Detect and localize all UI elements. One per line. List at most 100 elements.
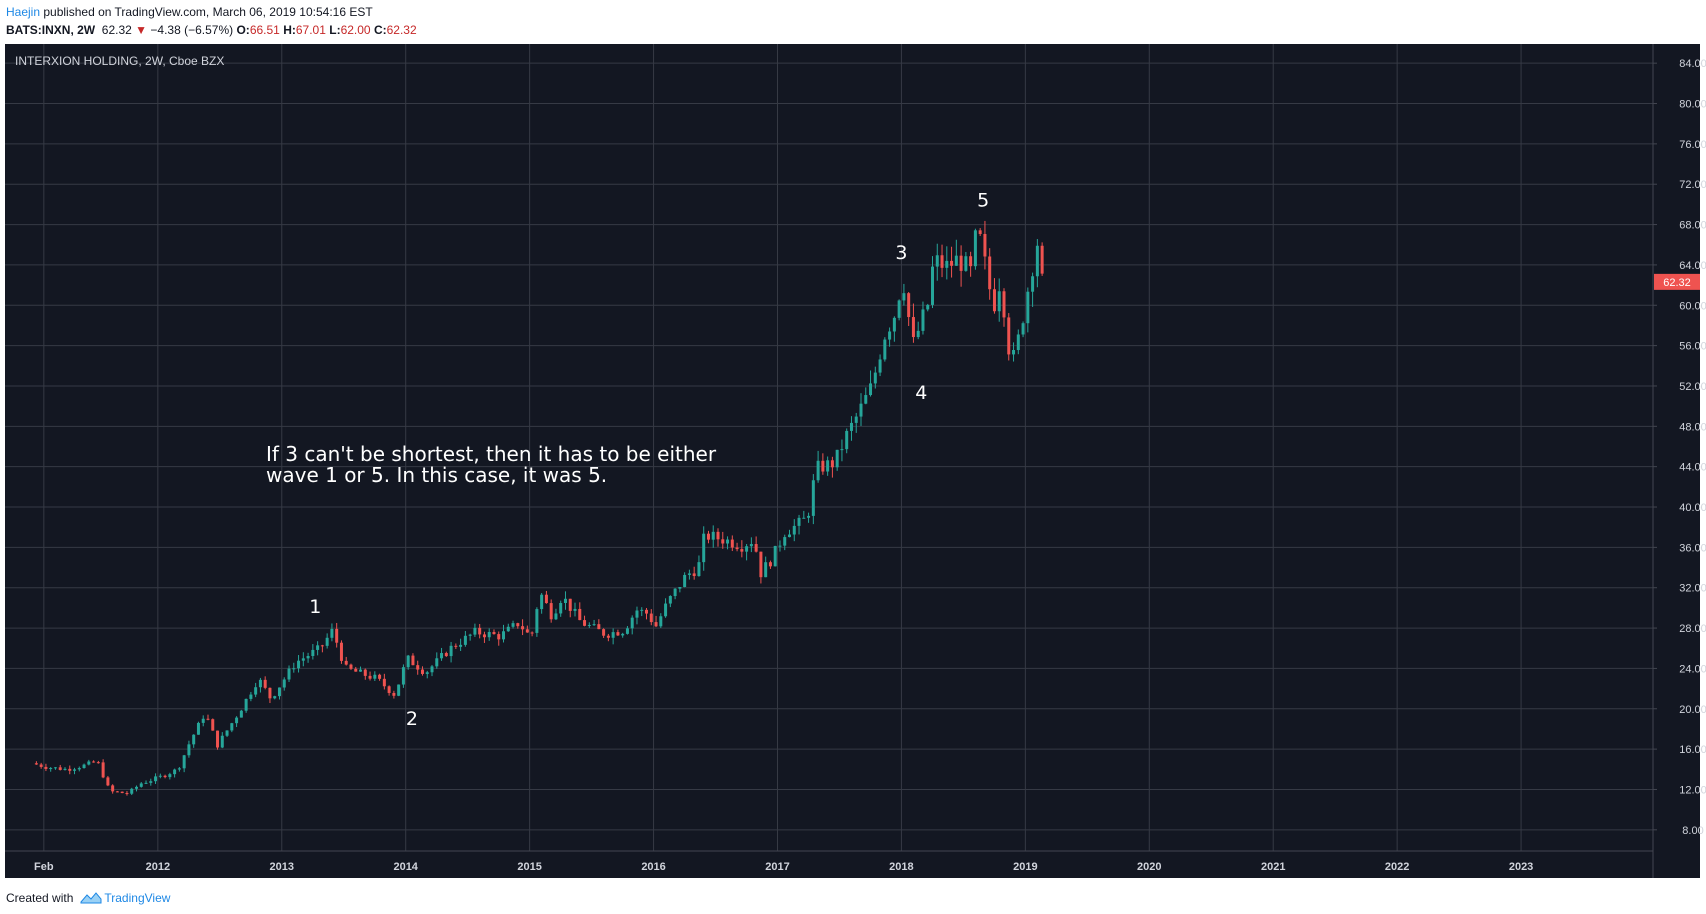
candle-body	[1021, 323, 1025, 335]
candle-body	[711, 531, 715, 540]
author-link[interactable]: Haejin	[6, 5, 41, 19]
candle-body	[830, 460, 834, 468]
candle-body	[273, 696, 277, 699]
candle-body	[907, 293, 911, 318]
wave-label[interactable]: 3	[895, 242, 907, 264]
candle-body	[163, 775, 167, 778]
candle-body	[649, 613, 653, 623]
candle-body	[573, 608, 577, 611]
wave-label[interactable]: 4	[915, 382, 927, 404]
time-axis[interactable]: Feb 2012 2013 2014 2015 2016 2017 2018 2019 2020 2…	[34, 861, 1533, 873]
wave-label[interactable]: 5	[977, 189, 989, 211]
annotation-line-1[interactable]: If 3 can't be shortest, then it has to b…	[266, 442, 717, 466]
candle-body	[602, 629, 606, 636]
candle-body	[687, 573, 691, 575]
candle-body	[473, 627, 477, 635]
candle-body	[349, 664, 353, 669]
candle-body	[115, 791, 119, 793]
candle-body	[954, 255, 958, 266]
candle-body	[201, 718, 205, 723]
candle-body	[821, 460, 825, 472]
price-tick-label: 16.00	[1679, 744, 1706, 756]
candle-body	[420, 669, 424, 674]
candle-body	[702, 533, 706, 563]
candle-body	[382, 678, 386, 687]
candle-body	[463, 635, 467, 645]
candle-body	[230, 723, 234, 731]
candle-body	[249, 694, 253, 699]
candle-body	[645, 609, 649, 614]
price-axis[interactable]: 84.00 80.00 76.00 72.00 68.00 64.00 60.00 56.00…	[1653, 58, 1706, 837]
candle-body	[902, 293, 906, 301]
candle-body	[597, 624, 601, 630]
candle-body	[911, 317, 915, 338]
candle-body	[935, 255, 939, 267]
chart-background	[5, 44, 1700, 878]
price-tag-label: 62.32	[1663, 277, 1691, 289]
candle-body	[316, 645, 320, 650]
candle-body	[359, 669, 363, 672]
tradingview-link[interactable]: TradingView	[76, 891, 170, 905]
candle-body	[721, 539, 725, 544]
candle-body	[945, 260, 949, 268]
candle-body	[187, 744, 191, 756]
chart-header: Haejin published on TradingView.com, Mar…	[6, 4, 1696, 40]
candle-body	[745, 546, 749, 552]
candle-body	[235, 717, 239, 724]
close-label: C:	[373, 23, 387, 37]
footer: Created with TradingView	[6, 888, 170, 908]
candle-body	[292, 668, 296, 670]
candle-body	[754, 544, 758, 552]
candle-body	[53, 767, 57, 769]
candle-body	[82, 764, 86, 769]
candle-body	[487, 632, 491, 638]
time-tick-label: 2021	[1261, 861, 1285, 873]
candle-body	[768, 562, 772, 567]
candle-body	[530, 632, 534, 634]
candle-body	[506, 626, 510, 632]
price-tick-label: 84.00	[1679, 58, 1706, 70]
wave-label[interactable]: 2	[406, 708, 418, 730]
candle-body	[139, 783, 143, 787]
price-tick-label: 80.00	[1679, 99, 1706, 111]
candle-body	[411, 655, 415, 666]
candle-body	[549, 603, 553, 620]
candle-body	[988, 256, 992, 290]
candle-body	[225, 730, 229, 736]
price-tick-label: 36.00	[1679, 542, 1706, 554]
candle-body	[964, 256, 968, 271]
wave-label[interactable]: 1	[309, 596, 321, 618]
last-price: 62.32	[101, 23, 132, 37]
candle-body	[449, 645, 453, 657]
time-tick-label: 2015	[517, 861, 541, 873]
candle-body	[640, 609, 644, 611]
candle-body	[540, 594, 544, 610]
candle-body	[154, 776, 158, 782]
candle-body	[478, 627, 482, 635]
time-tick-label: 2016	[641, 861, 665, 873]
candle-body	[716, 531, 720, 540]
current-price-tag: 62.32	[1654, 273, 1700, 290]
candle-body	[683, 574, 687, 588]
candle-body	[654, 622, 658, 627]
candle-body	[502, 631, 506, 640]
candle-body	[516, 623, 520, 627]
annotation-line-2[interactable]: wave 1 or 5. In this case, it was 5.	[266, 463, 607, 487]
candle-body	[392, 692, 396, 696]
candle-body	[106, 777, 110, 786]
candle-body	[339, 642, 343, 661]
time-tick-label: 2012	[146, 861, 170, 873]
candle-body	[678, 587, 682, 589]
candle-body	[387, 686, 391, 693]
tradingview-logo-icon	[80, 892, 102, 904]
close-value: 62.32	[386, 23, 417, 37]
candle-body	[39, 764, 43, 767]
candle-body	[659, 616, 663, 627]
candle-body	[845, 430, 849, 450]
price-tick-label: 76.00	[1679, 139, 1706, 151]
candle-body	[330, 628, 334, 638]
symbol-label: BATS:INXN, 2W	[6, 23, 96, 37]
candle-body	[34, 763, 38, 765]
price-tick-label: 68.00	[1679, 220, 1706, 232]
